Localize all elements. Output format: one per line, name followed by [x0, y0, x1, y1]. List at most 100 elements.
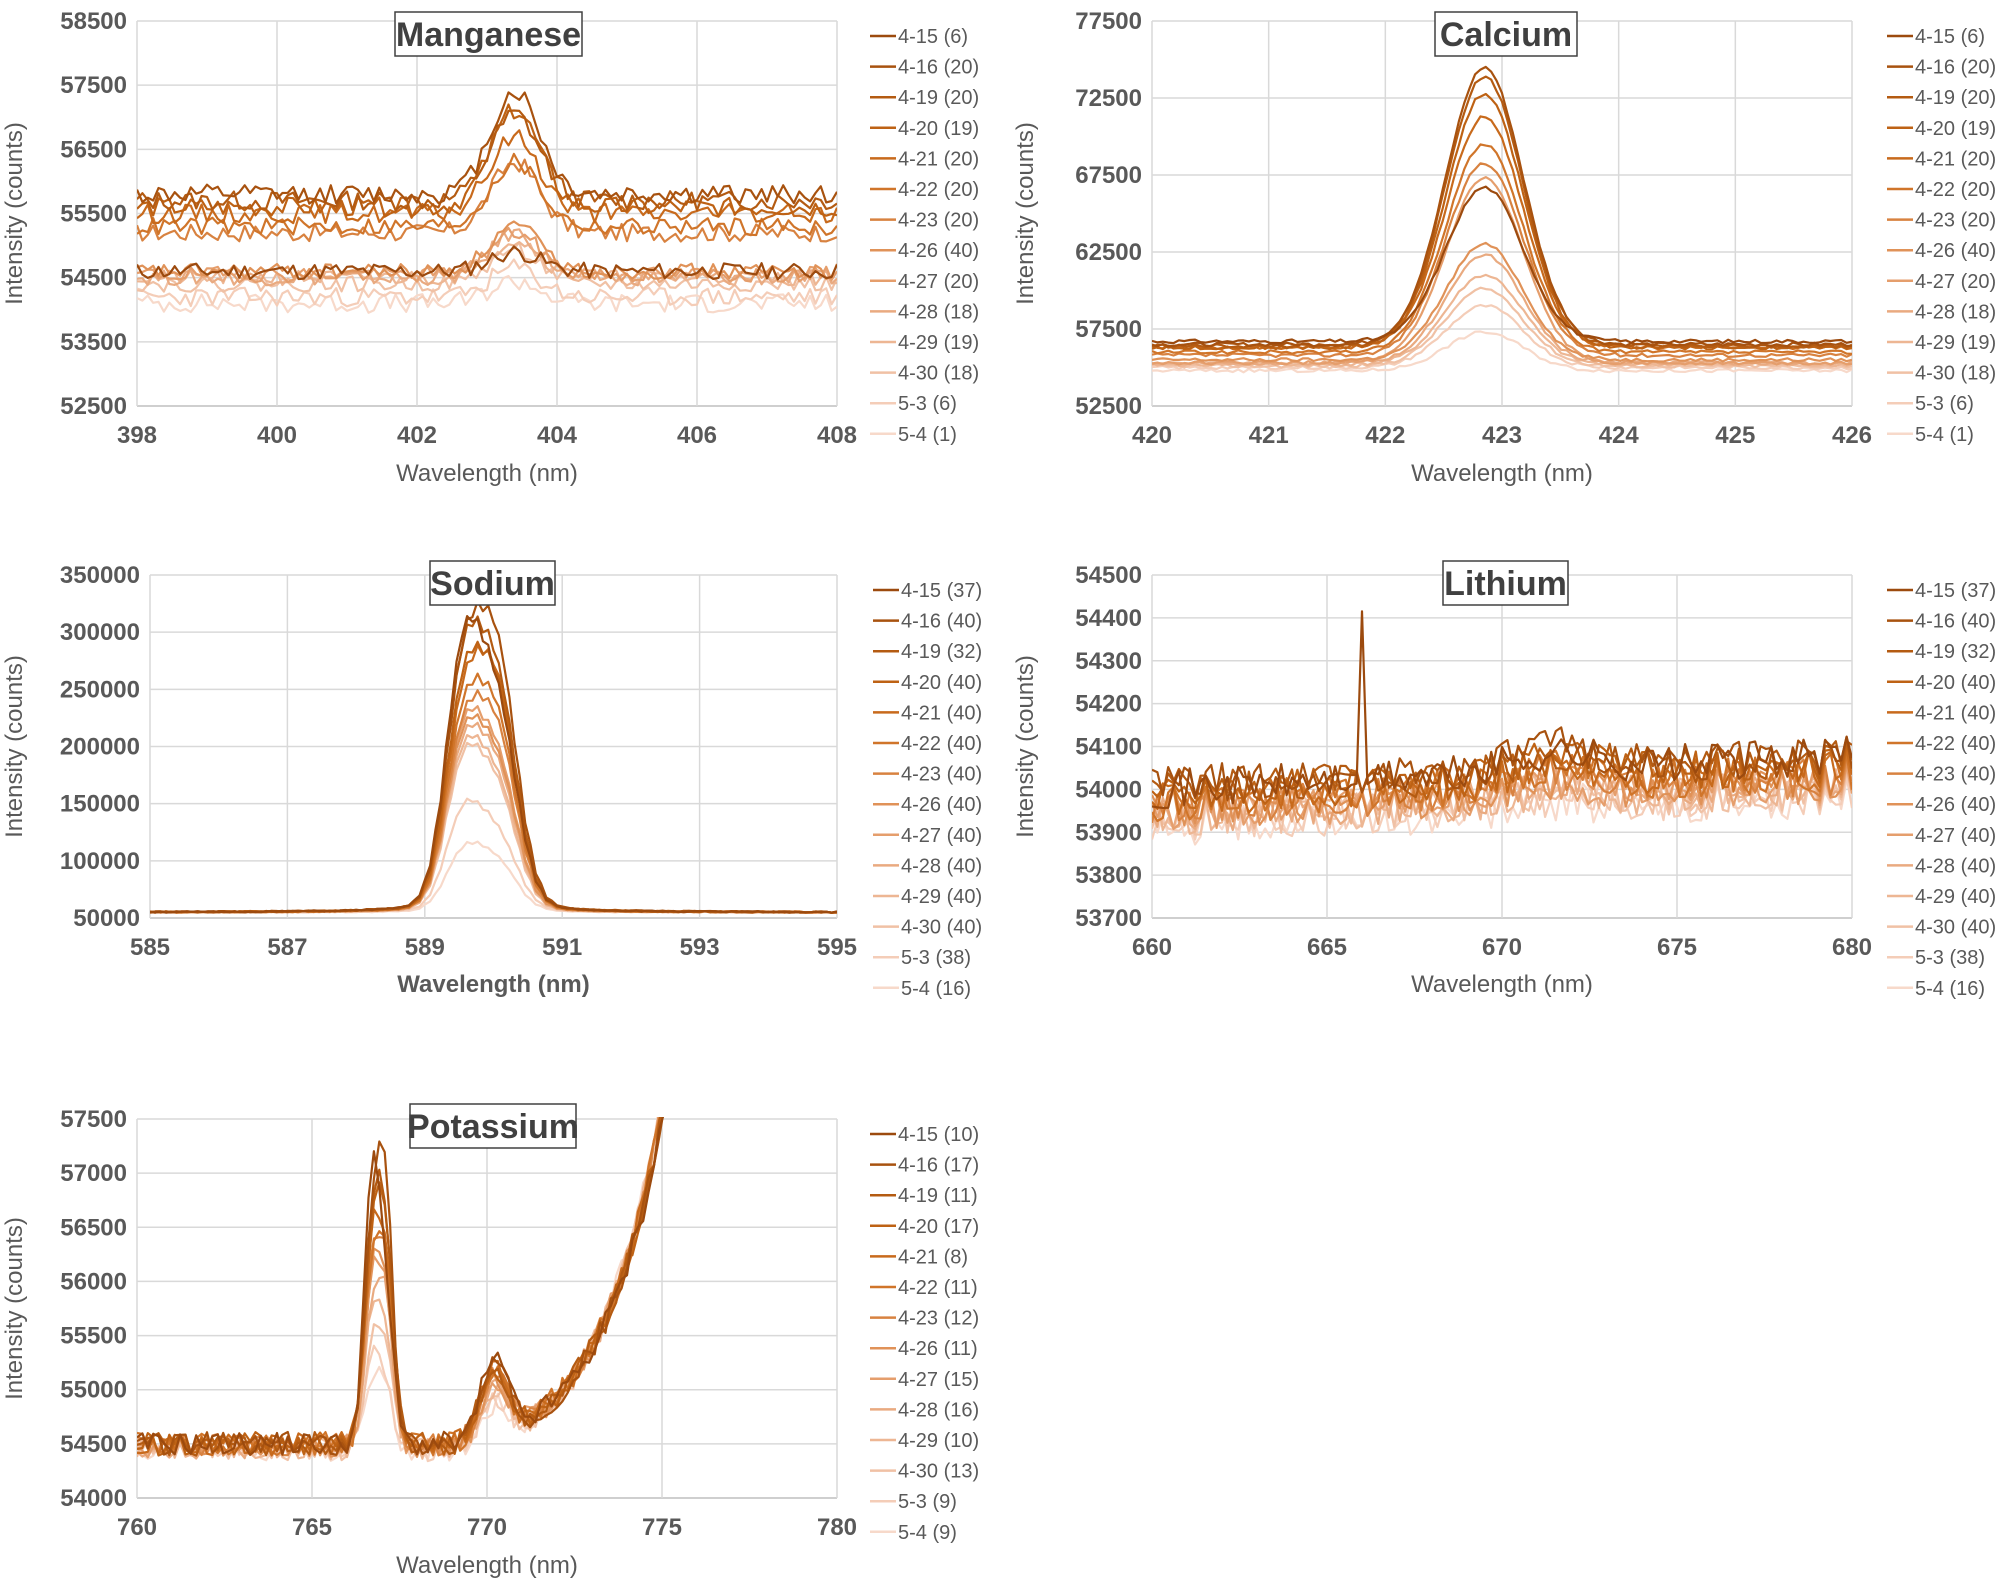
- legend-label: 4-22 (40): [1915, 733, 1996, 755]
- legend-label: 5-3 (38): [1915, 947, 1985, 969]
- y-tick-label: 56500: [60, 1214, 127, 1241]
- series-line: [137, 1117, 664, 1456]
- legend-label: 4-16 (40): [1915, 611, 1996, 633]
- chart-lithium: 53700 53800 53900 54000 54100 54200 54300 54400…: [1012, 560, 1996, 1000]
- legend-label: 4-21 (20): [1915, 148, 1996, 170]
- legend-label: 4-26 (40): [1915, 240, 1996, 262]
- x-tick-label: 425: [1715, 422, 1755, 449]
- legend-label: 4-30 (18): [1915, 363, 1996, 385]
- series-line: [150, 733, 837, 914]
- series-line: [150, 614, 837, 914]
- legend-label: 4-26 (40): [1915, 794, 1996, 816]
- series-line: [150, 713, 837, 914]
- series-line: [150, 689, 837, 914]
- legend-label: 4-21 (20): [898, 148, 979, 170]
- y-tick-label: 53700: [1075, 905, 1142, 932]
- legend-label: 4-21 (8): [898, 1246, 968, 1268]
- x-tick-label: 760: [117, 1514, 157, 1541]
- y-axis-title: Intensity (counts): [1012, 655, 1039, 838]
- y-tick-label: 72500: [1075, 85, 1142, 112]
- legend-label: 4-19 (11): [898, 1185, 978, 1207]
- legend-label: 4-15 (10): [898, 1124, 979, 1146]
- y-tick-label: 77500: [1075, 8, 1142, 35]
- chart-calcium: 52500 57500 62500 67500 72500 77500 420 421 422 4…: [1012, 8, 1996, 487]
- x-tick-label: 593: [680, 934, 720, 961]
- legend-label: 4-20 (40): [901, 672, 982, 694]
- legend-label: 4-23 (20): [898, 210, 979, 232]
- chart-title: Potassium: [407, 1108, 579, 1146]
- x-tick-label: 595: [817, 934, 857, 961]
- series-line: [150, 721, 837, 914]
- series-line: [137, 91, 837, 205]
- x-tick-label: 587: [267, 934, 307, 961]
- x-tick-label: 402: [397, 422, 437, 449]
- y-tick-label: 150000: [60, 791, 140, 818]
- y-tick-label: 55500: [60, 201, 127, 228]
- y-tick-label: 58500: [60, 8, 127, 35]
- legend-label: 5-3 (9): [898, 1491, 957, 1513]
- y-tick-label: 57500: [1075, 316, 1142, 343]
- legend-label: 4-16 (20): [1915, 57, 1996, 79]
- legend-label: 4-26 (11): [898, 1338, 978, 1360]
- series-line: [137, 1117, 663, 1457]
- legend-label: 4-20 (19): [1915, 118, 1996, 140]
- y-tick-label: 54300: [1075, 648, 1142, 675]
- legend-label: 5-4 (9): [898, 1522, 957, 1544]
- x-tick-label: 665: [1307, 934, 1347, 961]
- legend-label: 4-27 (20): [1915, 271, 1996, 293]
- series-line: [1152, 162, 1852, 359]
- legend-label: 5-3 (38): [901, 947, 971, 969]
- series-line: [137, 1117, 665, 1457]
- y-tick-label: 300000: [60, 619, 140, 646]
- y-tick-label: 54400: [1075, 605, 1142, 632]
- series-line: [137, 258, 837, 308]
- x-tick-label: 406: [677, 422, 717, 449]
- x-axis-title: Wavelength (nm): [397, 971, 589, 998]
- y-tick-label: 53800: [1075, 862, 1142, 889]
- x-tick-label: 589: [405, 934, 445, 961]
- y-tick-label: 56000: [60, 1268, 127, 1295]
- series-line: [1152, 185, 1852, 345]
- series-line: [1152, 176, 1852, 366]
- legend-label: 4-27 (15): [898, 1369, 979, 1391]
- legend-label: 4-28 (40): [901, 855, 982, 877]
- legend-label: 4-29 (10): [898, 1430, 979, 1452]
- y-tick-label: 52500: [60, 393, 127, 420]
- y-axis-title: Intensity (counts): [1, 1217, 28, 1400]
- series-line: [1152, 726, 1852, 802]
- x-tick-label: 408: [817, 422, 857, 449]
- chart-title-box: [429, 560, 556, 606]
- y-tick-label: 54100: [1075, 734, 1142, 761]
- legend-label: 4-19 (20): [1915, 87, 1996, 109]
- series-group: [1152, 65, 1852, 374]
- y-tick-label: 57500: [60, 1106, 127, 1133]
- y-tick-label: 54500: [1075, 562, 1142, 589]
- x-tick-label: 420: [1132, 422, 1172, 449]
- legend-label: 4-30 (13): [898, 1461, 979, 1483]
- chart-title: Calcium: [1440, 16, 1572, 54]
- series-group: [137, 91, 837, 314]
- legend-label: 4-16 (17): [898, 1155, 979, 1177]
- x-tick-label: 585: [130, 934, 170, 961]
- y-tick-label: 53900: [1075, 819, 1142, 846]
- legend-label: 4-30 (18): [898, 363, 979, 385]
- x-tick-label: 675: [1657, 934, 1697, 961]
- y-tick-label: 54500: [60, 1431, 127, 1458]
- y-axis-title: Intensity (counts): [1, 655, 28, 838]
- x-tick-label: 770: [467, 1514, 507, 1541]
- legend-label: 4-28 (16): [898, 1399, 979, 1421]
- x-tick-label: 421: [1249, 422, 1289, 449]
- x-axis-title: Wavelength (nm): [1411, 971, 1593, 998]
- y-tick-label: 54200: [1075, 691, 1142, 718]
- series-line: [137, 158, 837, 243]
- legend-label: 5-4 (1): [898, 424, 957, 446]
- legend-label: 5-3 (6): [898, 393, 957, 415]
- legend-label: 4-21 (40): [1915, 702, 1996, 724]
- legend-label: 4-22 (11): [898, 1277, 978, 1299]
- y-tick-label: 57000: [60, 1160, 127, 1187]
- series-line: [1152, 241, 1852, 363]
- series-line: [1152, 778, 1852, 846]
- legend-label: 4-23 (40): [1915, 764, 1996, 786]
- x-tick-label: 424: [1599, 422, 1640, 449]
